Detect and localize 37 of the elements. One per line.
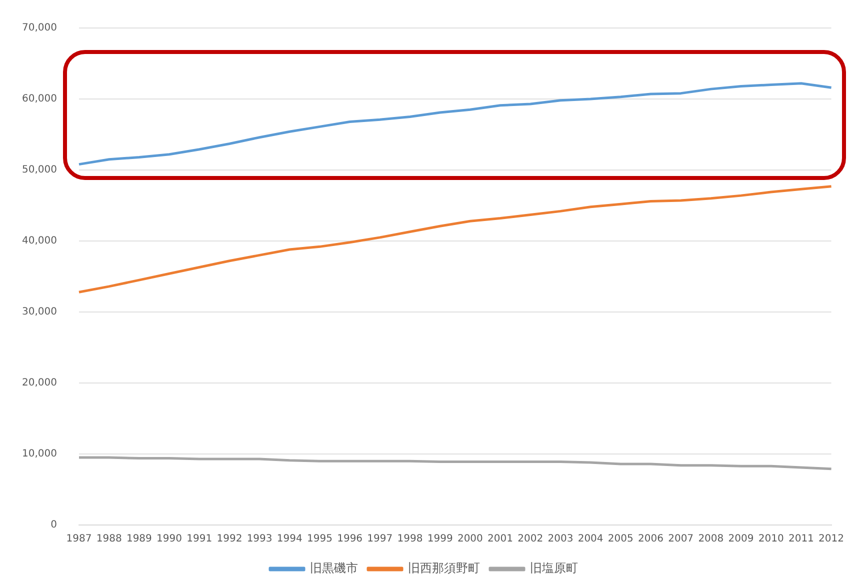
x-tick-label: 1992 [216,534,242,545]
y-tick-label: 20,000 [22,378,57,389]
x-tick-label: 1995 [306,534,332,545]
x-tick-label: 2010 [758,534,784,545]
y-tick-label: 60,000 [22,94,57,105]
x-tick-label: 2001 [488,534,513,545]
x-tick-label: 1996 [337,534,363,545]
y-tick-label: 0 [50,520,57,531]
y-tick-label: 40,000 [22,236,57,247]
y-tick-label: 70,000 [22,22,57,34]
x-tick-label: 2007 [668,534,694,545]
x-tick-label: 2008 [698,534,724,545]
x-tick-label: 1994 [276,534,302,545]
x-tick-label: 1997 [367,534,393,545]
x-tick-label: 2009 [728,534,754,545]
x-tick-label: 1988 [96,534,122,545]
legend-label: 旧黒磯市 [310,561,358,576]
legend-label: 旧西那須野町 [408,561,480,576]
x-tick-label: 1999 [427,534,453,545]
x-tick-label: 2004 [578,534,604,545]
x-tick-label: 1998 [397,534,423,545]
x-tick-label: 2005 [608,534,634,545]
legend-label: 旧塩原町 [530,561,578,576]
y-tick-label: 30,000 [22,306,57,318]
x-tick-label: 2000 [457,534,483,545]
x-tick-label: 2003 [548,534,574,545]
x-tick-label: 2006 [638,534,664,545]
x-tick-label: 1987 [66,534,92,545]
y-tick-label: 50,000 [22,164,57,176]
x-tick-label: 2011 [788,534,814,545]
x-tick-label: 1989 [126,534,152,545]
x-tick-label: 1991 [186,534,212,545]
x-tick-label: 2012 [818,534,844,545]
x-tick-label: 1990 [156,534,182,545]
x-tick-label: 2002 [518,534,544,545]
x-tick-label: 1993 [246,534,272,545]
y-tick-label: 10,000 [22,448,57,460]
